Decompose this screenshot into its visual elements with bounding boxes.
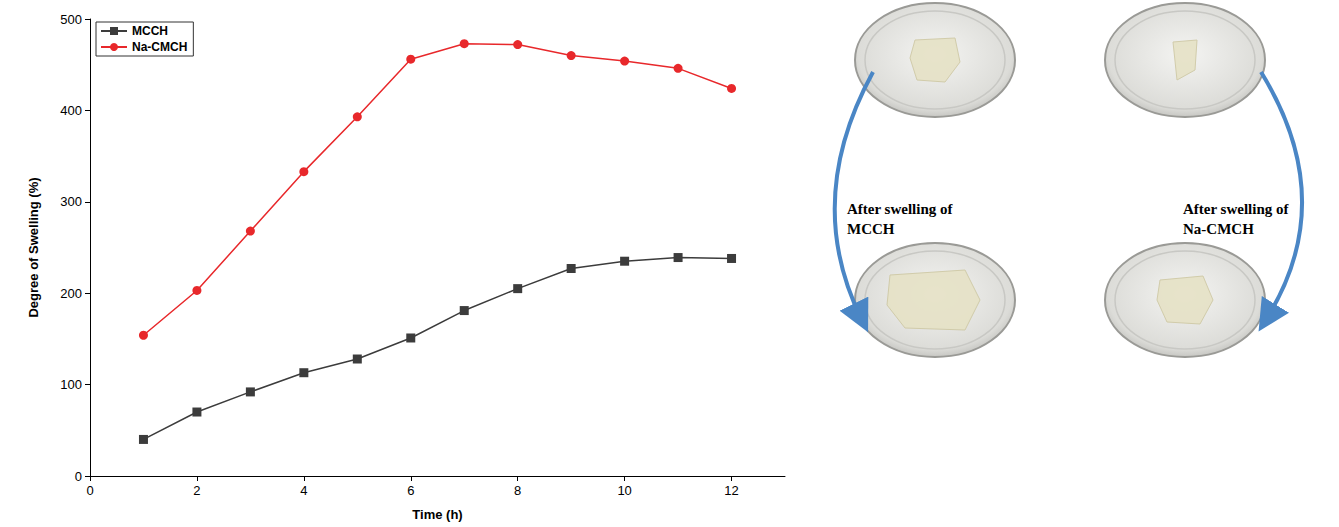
svg-text:After swelling of: After swelling of bbox=[1183, 201, 1290, 217]
svg-text:0: 0 bbox=[75, 469, 82, 484]
svg-text:8: 8 bbox=[514, 483, 521, 498]
svg-text:Na-CMCH: Na-CMCH bbox=[1183, 221, 1254, 237]
svg-text:MCCH: MCCH bbox=[132, 24, 168, 38]
svg-text:6: 6 bbox=[407, 483, 414, 498]
svg-text:200: 200 bbox=[60, 286, 82, 301]
svg-text:10: 10 bbox=[617, 483, 631, 498]
svg-text:MCCH: MCCH bbox=[847, 221, 895, 237]
svg-text:4: 4 bbox=[300, 483, 307, 498]
svg-text:300: 300 bbox=[60, 194, 82, 209]
svg-text:2: 2 bbox=[193, 483, 200, 498]
svg-text:Time (h): Time (h) bbox=[412, 507, 462, 522]
svg-text:Na-CMCH: Na-CMCH bbox=[132, 40, 187, 54]
svg-text:Degree of Swelling (%): Degree of Swelling (%) bbox=[26, 177, 41, 317]
svg-text:12: 12 bbox=[724, 483, 738, 498]
svg-text:100: 100 bbox=[60, 377, 82, 392]
svg-text:400: 400 bbox=[60, 103, 82, 118]
svg-text:500: 500 bbox=[60, 12, 82, 27]
svg-text:After swelling of: After swelling of bbox=[847, 201, 954, 217]
svg-text:0: 0 bbox=[86, 483, 93, 498]
